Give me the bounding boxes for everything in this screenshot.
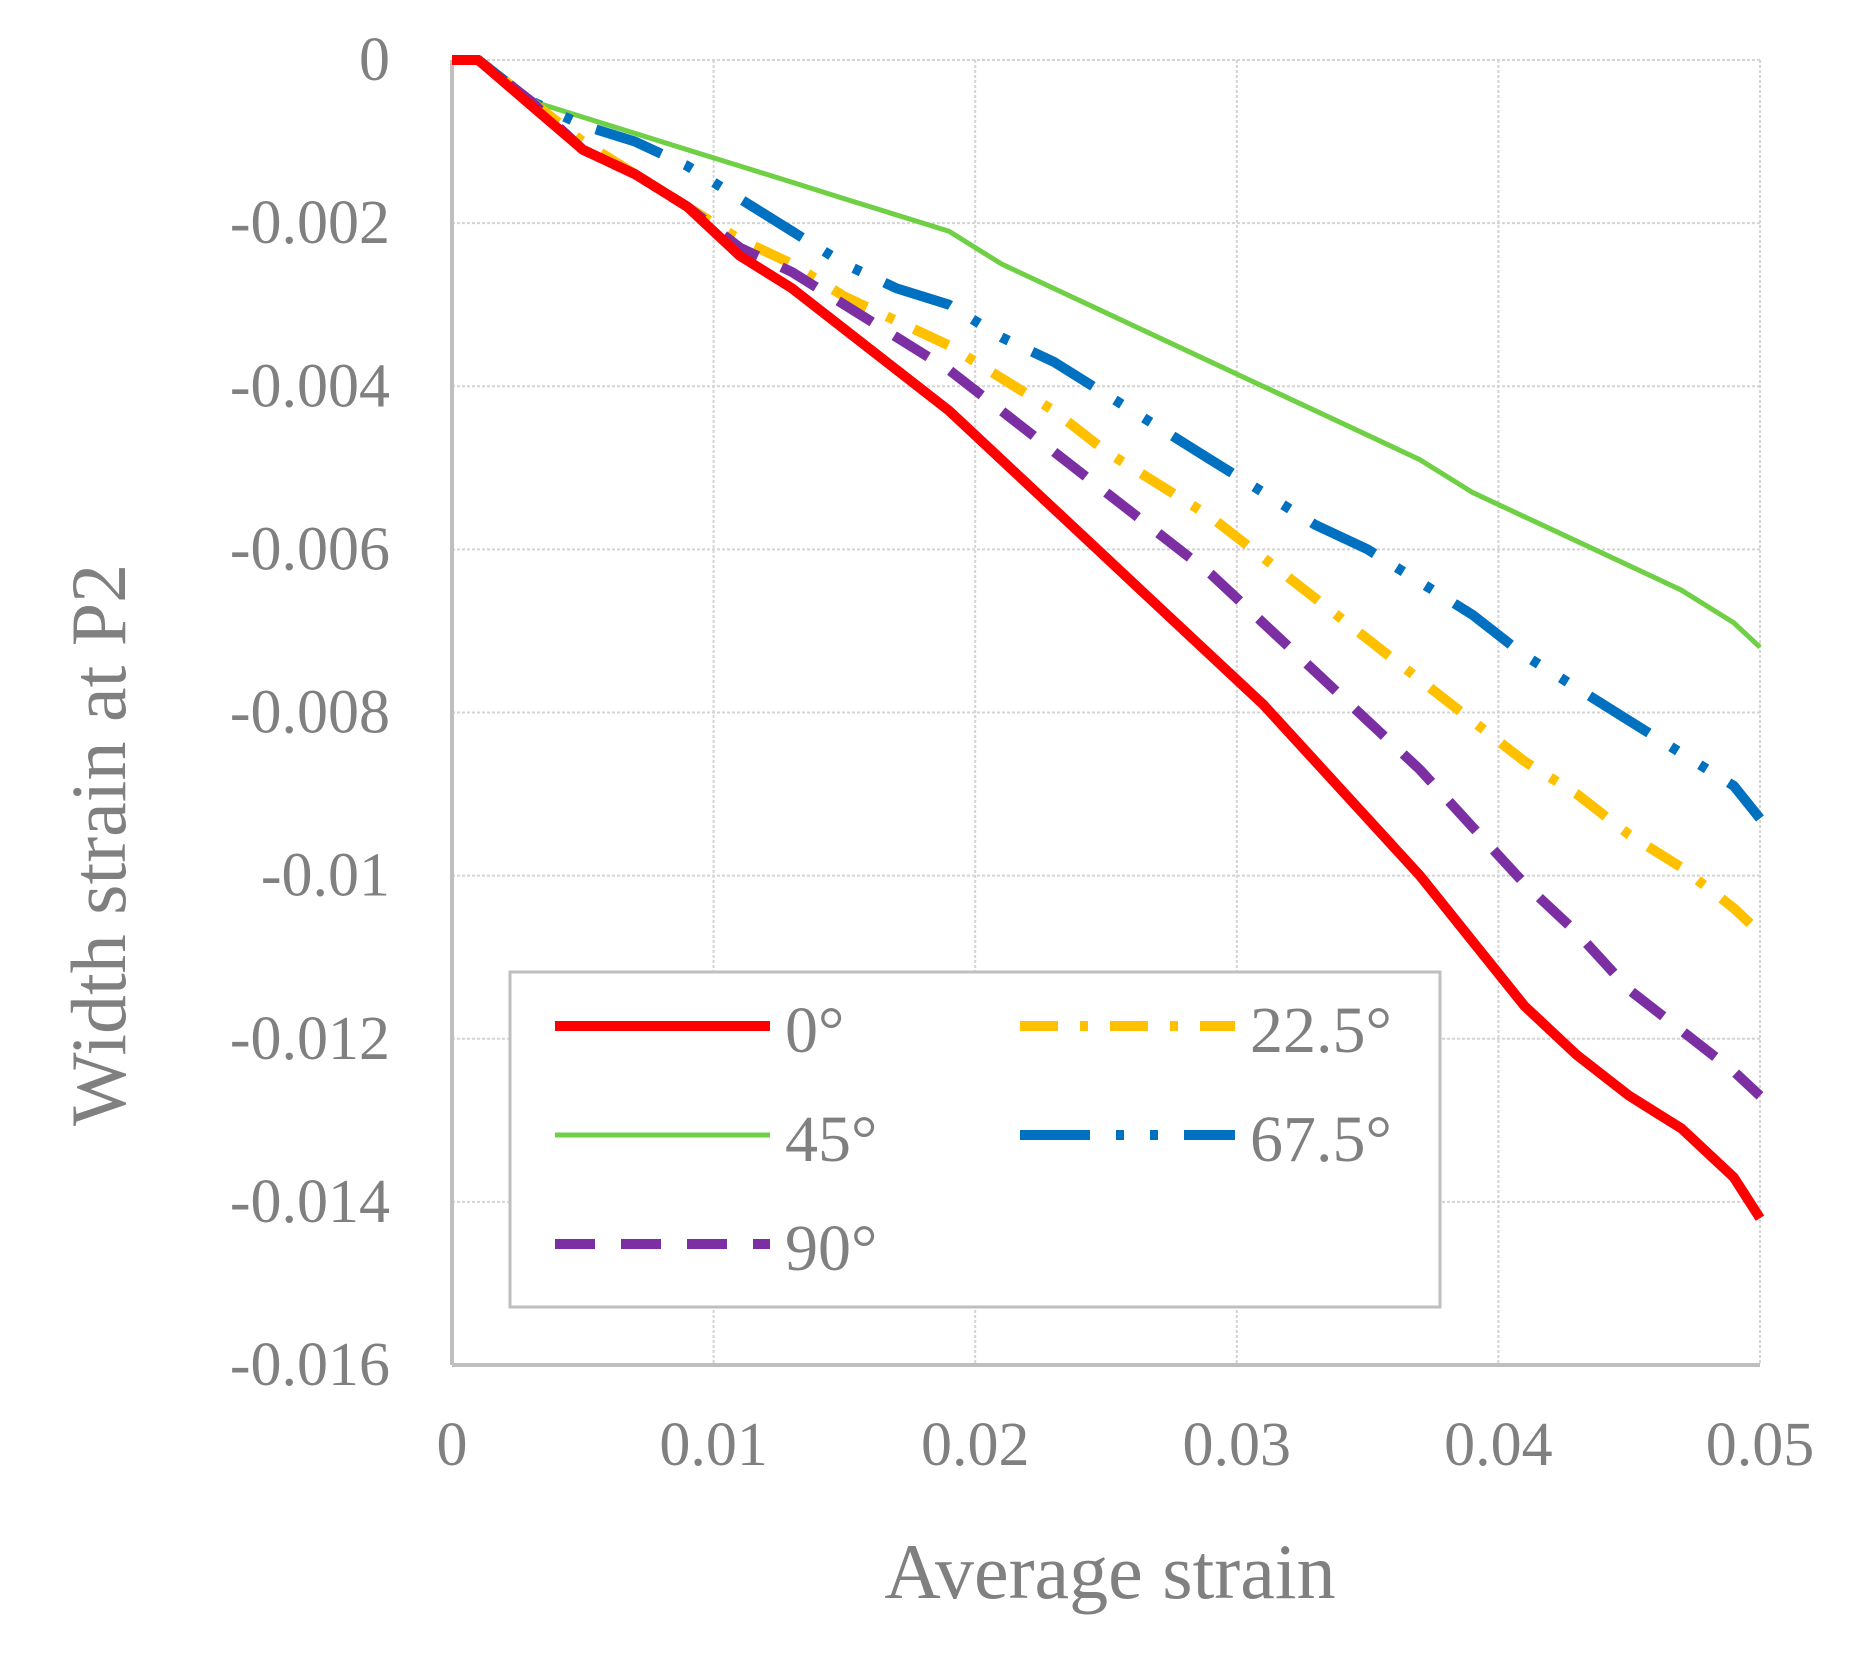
x-tick-label: 0.05 xyxy=(1706,1411,1815,1479)
series-line-1 xyxy=(452,57,1762,650)
series-line-0 xyxy=(452,55,1765,1221)
legend: 0° 45° 90° 22.5° 67.5° xyxy=(508,970,1442,1309)
tick-labels: 0 0.01 0.02 0.03 0.04 0.05 0 -0.002 -0.004 -0.006… xyxy=(230,26,1814,1479)
x-tick-label: 0.01 xyxy=(659,1411,768,1479)
y-tick-label: -0.01 xyxy=(261,842,390,910)
x-tick-label: 0.03 xyxy=(1183,1411,1292,1479)
legend-label: 45° xyxy=(785,1103,877,1176)
series-line-2 xyxy=(452,55,1764,1100)
x-tick-label: 0.04 xyxy=(1444,1411,1553,1479)
x-tick-label: 0 xyxy=(437,1411,468,1479)
data-series xyxy=(452,55,1765,1221)
x-axis-title: Average strain xyxy=(884,1528,1335,1615)
legend-label: 67.5° xyxy=(1250,1103,1392,1176)
legend-label: 0° xyxy=(785,994,844,1067)
legend-label: 90° xyxy=(785,1212,877,1285)
y-tick-label: -0.014 xyxy=(230,1168,390,1236)
legend-label: 22.5° xyxy=(1250,994,1392,1067)
y-tick-label: -0.012 xyxy=(230,1005,390,1073)
series-line-4 xyxy=(452,55,1764,822)
y-tick-label: -0.004 xyxy=(230,352,390,420)
y-tick-label: -0.016 xyxy=(230,1331,390,1399)
x-tick-label: 0.02 xyxy=(921,1411,1030,1479)
y-axis-title: Width strain at P2 xyxy=(55,564,142,1126)
y-tick-label: -0.006 xyxy=(230,515,390,583)
y-tick-label: 0 xyxy=(359,26,390,94)
y-tick-label: -0.008 xyxy=(230,679,390,747)
y-tick-label: -0.002 xyxy=(230,189,390,257)
axes xyxy=(450,60,1760,1367)
